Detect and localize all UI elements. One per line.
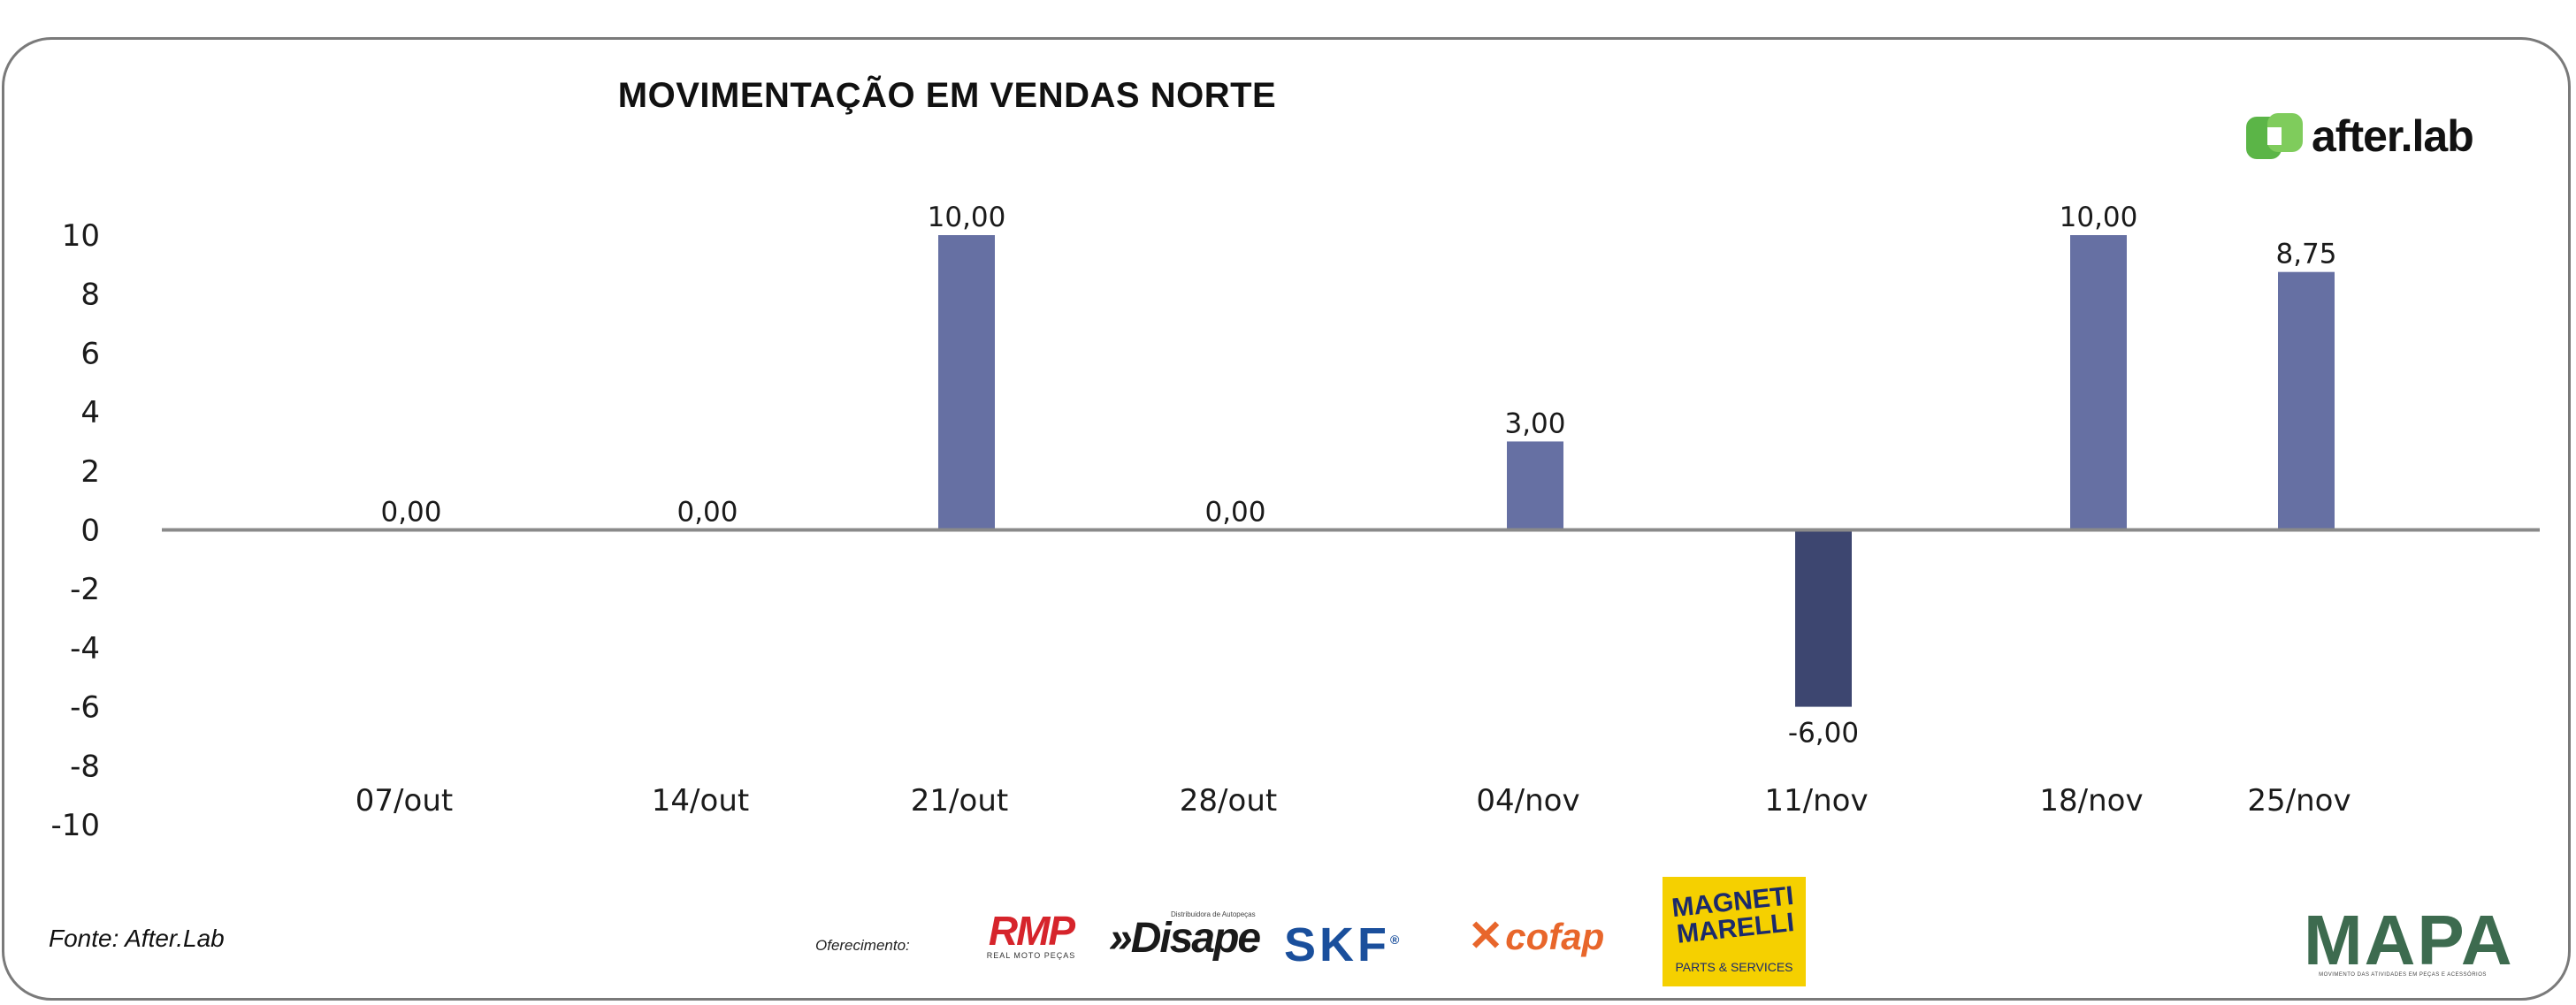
- x-tick-label: 18/nov: [2039, 783, 2143, 818]
- disape-wordmark: »Disape: [1109, 915, 1261, 962]
- cofap-logo: ✕ cofap: [1468, 916, 1604, 958]
- bar: [1507, 441, 1563, 530]
- data-label: 0,00: [380, 497, 441, 529]
- disape-name: Disape: [1130, 915, 1261, 962]
- afterlab-wordmark: after.lab: [2312, 111, 2474, 161]
- disape-logo: Distribuidora de Autopeças »Disape: [1109, 910, 1261, 962]
- y-tick-label: 0: [80, 514, 100, 549]
- bar: [2070, 235, 2127, 530]
- mapa-tagline: MOVIMENTO DAS ATIVIDADES EM PEÇAS E ACES…: [2319, 972, 2487, 978]
- rmp-wordmark: RMP: [988, 908, 1075, 954]
- y-tick-label: 10: [62, 218, 100, 254]
- magneti-marelli-wordmark: MAGNETI MARELLI: [1670, 880, 1796, 949]
- mapa-wordmark: MAPA: [2304, 901, 2514, 979]
- x-tick-label: 21/out: [911, 783, 1008, 818]
- rmp-logo: RMP REAL MOTO PEÇAS: [973, 910, 1089, 960]
- disape-tagline: Distribuidora de Autopeças: [1171, 910, 1256, 918]
- x-tick-label: 04/nov: [1476, 783, 1579, 818]
- x-tick-label: 25/nov: [2247, 783, 2351, 818]
- x-tick-label: 14/out: [652, 783, 749, 818]
- mapa-logo: MAPA MOVIMENTO DAS ATIVIDADES EM PEÇAS E…: [2304, 901, 2514, 979]
- bar: [2278, 271, 2335, 530]
- source-note: Fonte: After.Lab: [49, 925, 225, 952]
- y-tick-label: -4: [70, 631, 100, 666]
- data-label: 8,75: [2275, 239, 2336, 270]
- y-tick-label: -10: [50, 808, 100, 843]
- data-label: 0,00: [676, 497, 738, 529]
- cofap-mark-icon: ✕: [1468, 913, 1504, 960]
- x-tick-label: 28/out: [1180, 783, 1277, 818]
- y-tick-label: -2: [70, 572, 100, 607]
- chart-frame: [2, 37, 2571, 1001]
- skf-logo: SKF®: [1284, 916, 1399, 969]
- bar: [1795, 529, 1852, 707]
- x-tick-label: 07/out: [355, 783, 453, 818]
- data-label: -6,00: [1788, 718, 1859, 750]
- skf-registered-mark: ®: [1390, 933, 1400, 947]
- bar: [938, 235, 995, 530]
- y-tick-label: 6: [80, 336, 100, 371]
- y-tick-label: 8: [80, 278, 100, 313]
- y-tick-label: 4: [80, 395, 100, 430]
- data-label: 10,00: [928, 202, 1006, 233]
- skf-wordmark: SKF: [1284, 918, 1390, 971]
- chart-title: MOVIMENTAÇÃO EM VENDAS NORTE: [617, 76, 1277, 115]
- afterlab-logo: after.lab: [2244, 110, 2474, 163]
- data-label: 3,00: [1504, 407, 1565, 439]
- sponsor-label: Oferecimento:: [815, 937, 910, 954]
- magneti-marelli-tagline: PARTS & SERVICES: [1675, 960, 1793, 974]
- data-label: 10,00: [2060, 202, 2138, 233]
- data-labels: 0,00 0,00 10,00 0,00 3,00 -6,00 10,00 8,75: [380, 202, 2336, 750]
- bars: [938, 235, 2335, 707]
- data-label: 0,00: [1204, 497, 1265, 529]
- y-axis-ticks: 10 8 6 4 2 0 -2 -4 -6 -8 -10: [50, 218, 100, 843]
- y-tick-label: 2: [80, 454, 100, 490]
- y-tick-label: -6: [70, 690, 100, 726]
- x-tick-label: 11/nov: [1764, 783, 1868, 818]
- magneti-marelli-logo: MAGNETI MARELLI PARTS & SERVICES: [1663, 877, 1806, 986]
- rmp-tagline: REAL MOTO PEÇAS: [986, 951, 1076, 960]
- x-axis-ticks: 07/out 14/out 21/out 28/out 04/nov 11/nov 18/n…: [355, 783, 2351, 818]
- afterlab-mark-icon: [2244, 110, 2306, 163]
- y-tick-label: -8: [70, 749, 100, 784]
- cofap-wordmark: cofap: [1505, 916, 1605, 957]
